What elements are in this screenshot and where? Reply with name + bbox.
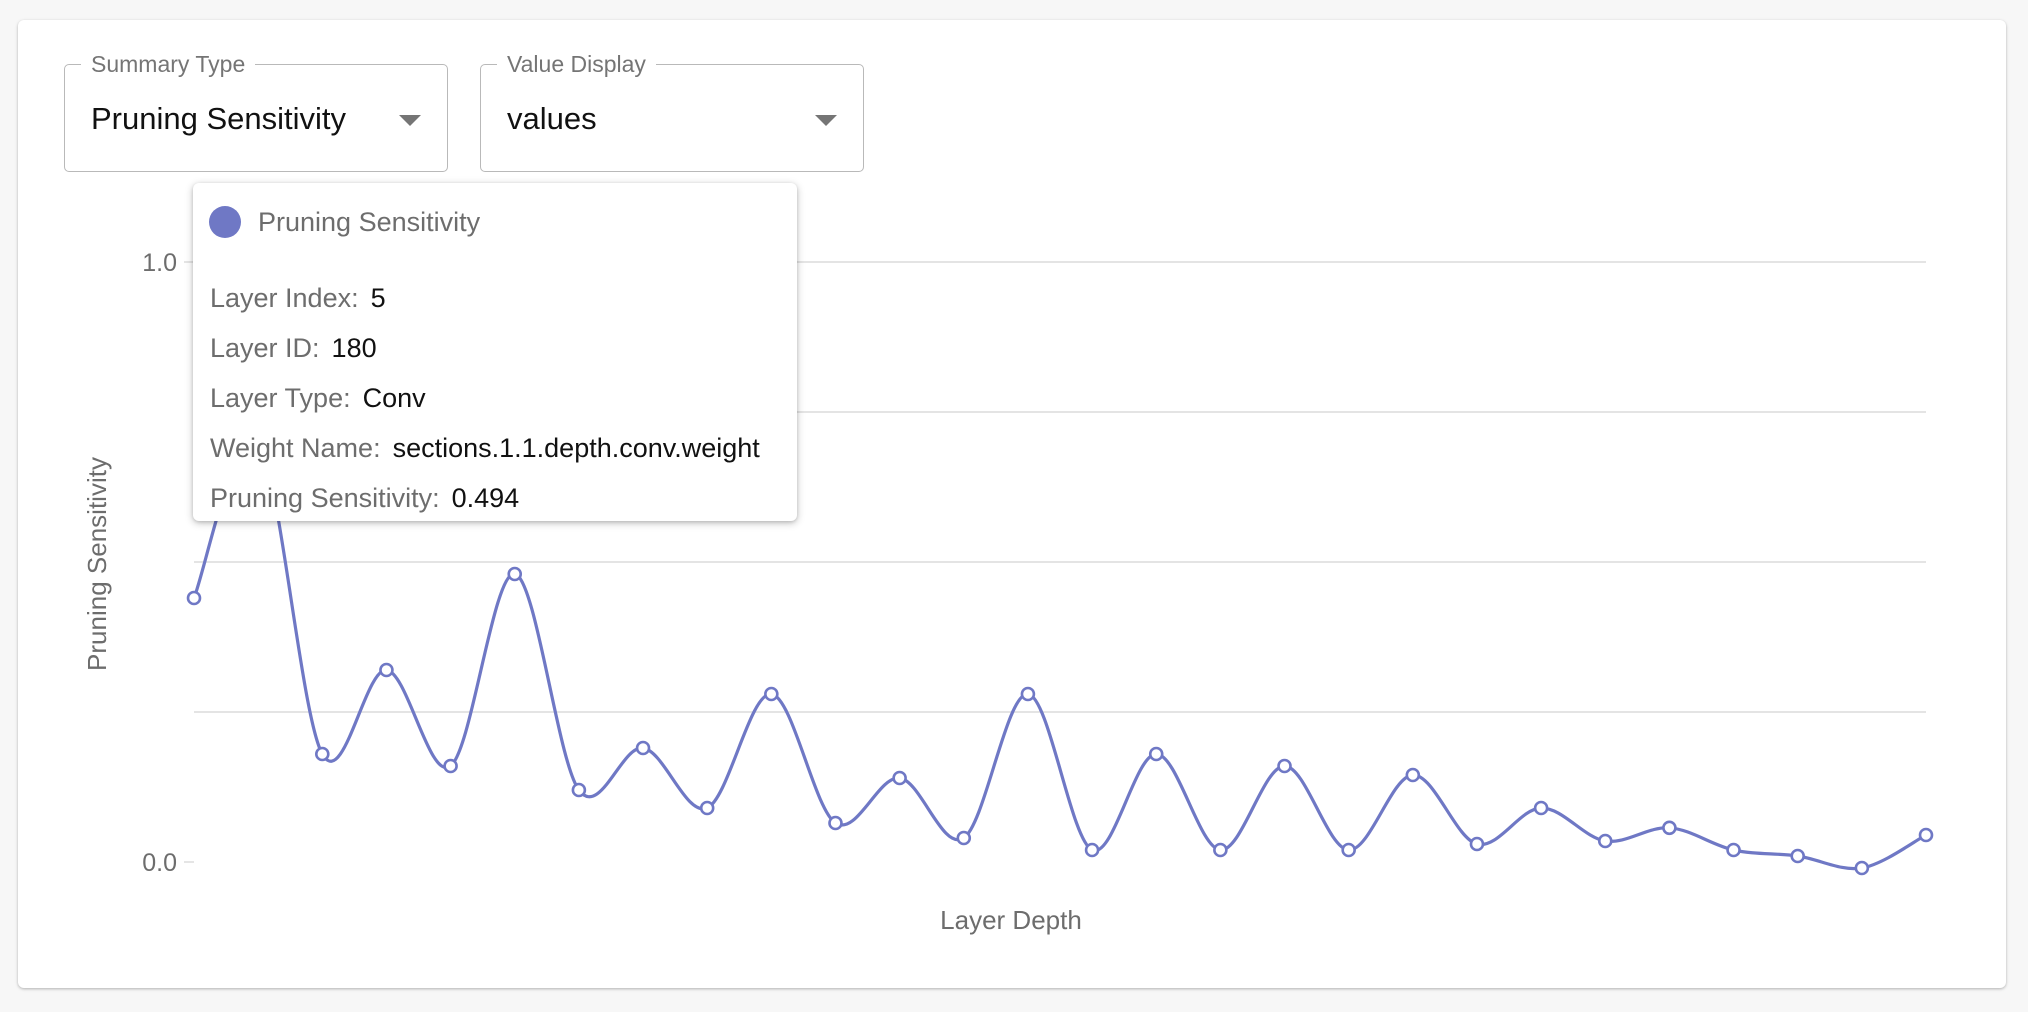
data-point[interactable] bbox=[1277, 758, 1292, 774]
data-tooltip: Pruning Sensitivity Layer Index: 5 Layer … bbox=[193, 183, 797, 521]
tooltip-series-name: Pruning Sensitivity bbox=[258, 206, 481, 237]
tooltip-value: 180 bbox=[331, 333, 377, 363]
data-point[interactable] bbox=[379, 662, 394, 678]
value-display-select[interactable]: Value Display values bbox=[480, 51, 864, 172]
data-point[interactable] bbox=[1341, 842, 1356, 858]
tooltip-label: Layer Type: bbox=[210, 383, 351, 413]
data-point[interactable] bbox=[1533, 800, 1549, 816]
value-display-label: Value Display bbox=[497, 51, 656, 77]
tooltip-label: Pruning Sensitivity: bbox=[210, 483, 440, 513]
dropdown-arrow-icon[interactable] bbox=[399, 115, 421, 126]
value-display-value: values bbox=[507, 101, 597, 136]
data-point[interactable] bbox=[1020, 686, 1036, 702]
tooltip-label: Layer Index: bbox=[210, 283, 359, 313]
summary-type-value: Pruning Sensitivity bbox=[91, 101, 347, 136]
summary-type-select[interactable]: Summary Type Pruning Sensitivity bbox=[64, 51, 448, 172]
x-axis-label: Layer Depth bbox=[940, 905, 1082, 935]
data-point[interactable] bbox=[507, 566, 523, 582]
data-point[interactable] bbox=[1213, 842, 1228, 858]
tooltip-value: sections.1.1.depth.conv.weight bbox=[392, 433, 760, 463]
data-point[interactable] bbox=[956, 830, 972, 846]
data-point[interactable] bbox=[1148, 746, 1164, 762]
data-point[interactable] bbox=[571, 782, 587, 798]
data-point[interactable] bbox=[186, 590, 202, 606]
data-point[interactable] bbox=[443, 758, 458, 774]
tooltip-label: Layer ID: bbox=[210, 333, 320, 363]
dropdown-arrow-icon[interactable] bbox=[815, 115, 837, 126]
data-point[interactable] bbox=[1918, 827, 1934, 843]
series-color-dot bbox=[209, 206, 241, 238]
tooltip-row-pruning-sensitivity: Pruning Sensitivity: 0.494 bbox=[210, 482, 519, 514]
y-axis-ticks: 0.0 1.0 bbox=[142, 249, 194, 877]
tooltip-value: Conv bbox=[362, 383, 426, 413]
series-points[interactable] bbox=[186, 434, 1934, 876]
summary-type-label: Summary Type bbox=[81, 51, 256, 77]
tooltip-label: Weight Name: bbox=[210, 433, 381, 463]
tooltip-row-layer-id: Layer ID: 180 bbox=[210, 332, 377, 364]
data-point[interactable] bbox=[1854, 860, 1870, 876]
y-axis-label: Pruning Sensitivity bbox=[82, 457, 112, 671]
data-point[interactable] bbox=[764, 686, 779, 702]
data-point[interactable] bbox=[314, 746, 330, 762]
data-point[interactable] bbox=[892, 770, 907, 786]
data-point[interactable] bbox=[699, 800, 715, 816]
data-point[interactable] bbox=[635, 740, 651, 756]
data-point[interactable] bbox=[1790, 848, 1806, 864]
tooltip-value: 0.494 bbox=[451, 483, 520, 513]
data-point[interactable] bbox=[1597, 833, 1613, 849]
tooltip-header: Pruning Sensitivity bbox=[209, 205, 480, 239]
tooltip-row-weight-name: Weight Name: sections.1.1.depth.conv.weig… bbox=[210, 432, 760, 464]
tooltip-value: 5 bbox=[370, 283, 386, 313]
tooltip-row-layer-type: Layer Type: Conv bbox=[210, 382, 426, 414]
data-point[interactable] bbox=[1469, 836, 1485, 852]
y-tick-label: 0.0 bbox=[142, 849, 177, 877]
data-point[interactable] bbox=[1084, 842, 1100, 858]
data-point[interactable] bbox=[1405, 767, 1421, 783]
series-line bbox=[192, 437, 1927, 871]
data-point[interactable] bbox=[1662, 820, 1677, 836]
data-point[interactable] bbox=[1726, 842, 1741, 858]
tooltip-row-layer-index: Layer Index: 5 bbox=[210, 282, 386, 314]
data-point[interactable] bbox=[828, 815, 843, 831]
y-tick-label: 1.0 bbox=[142, 249, 177, 277]
